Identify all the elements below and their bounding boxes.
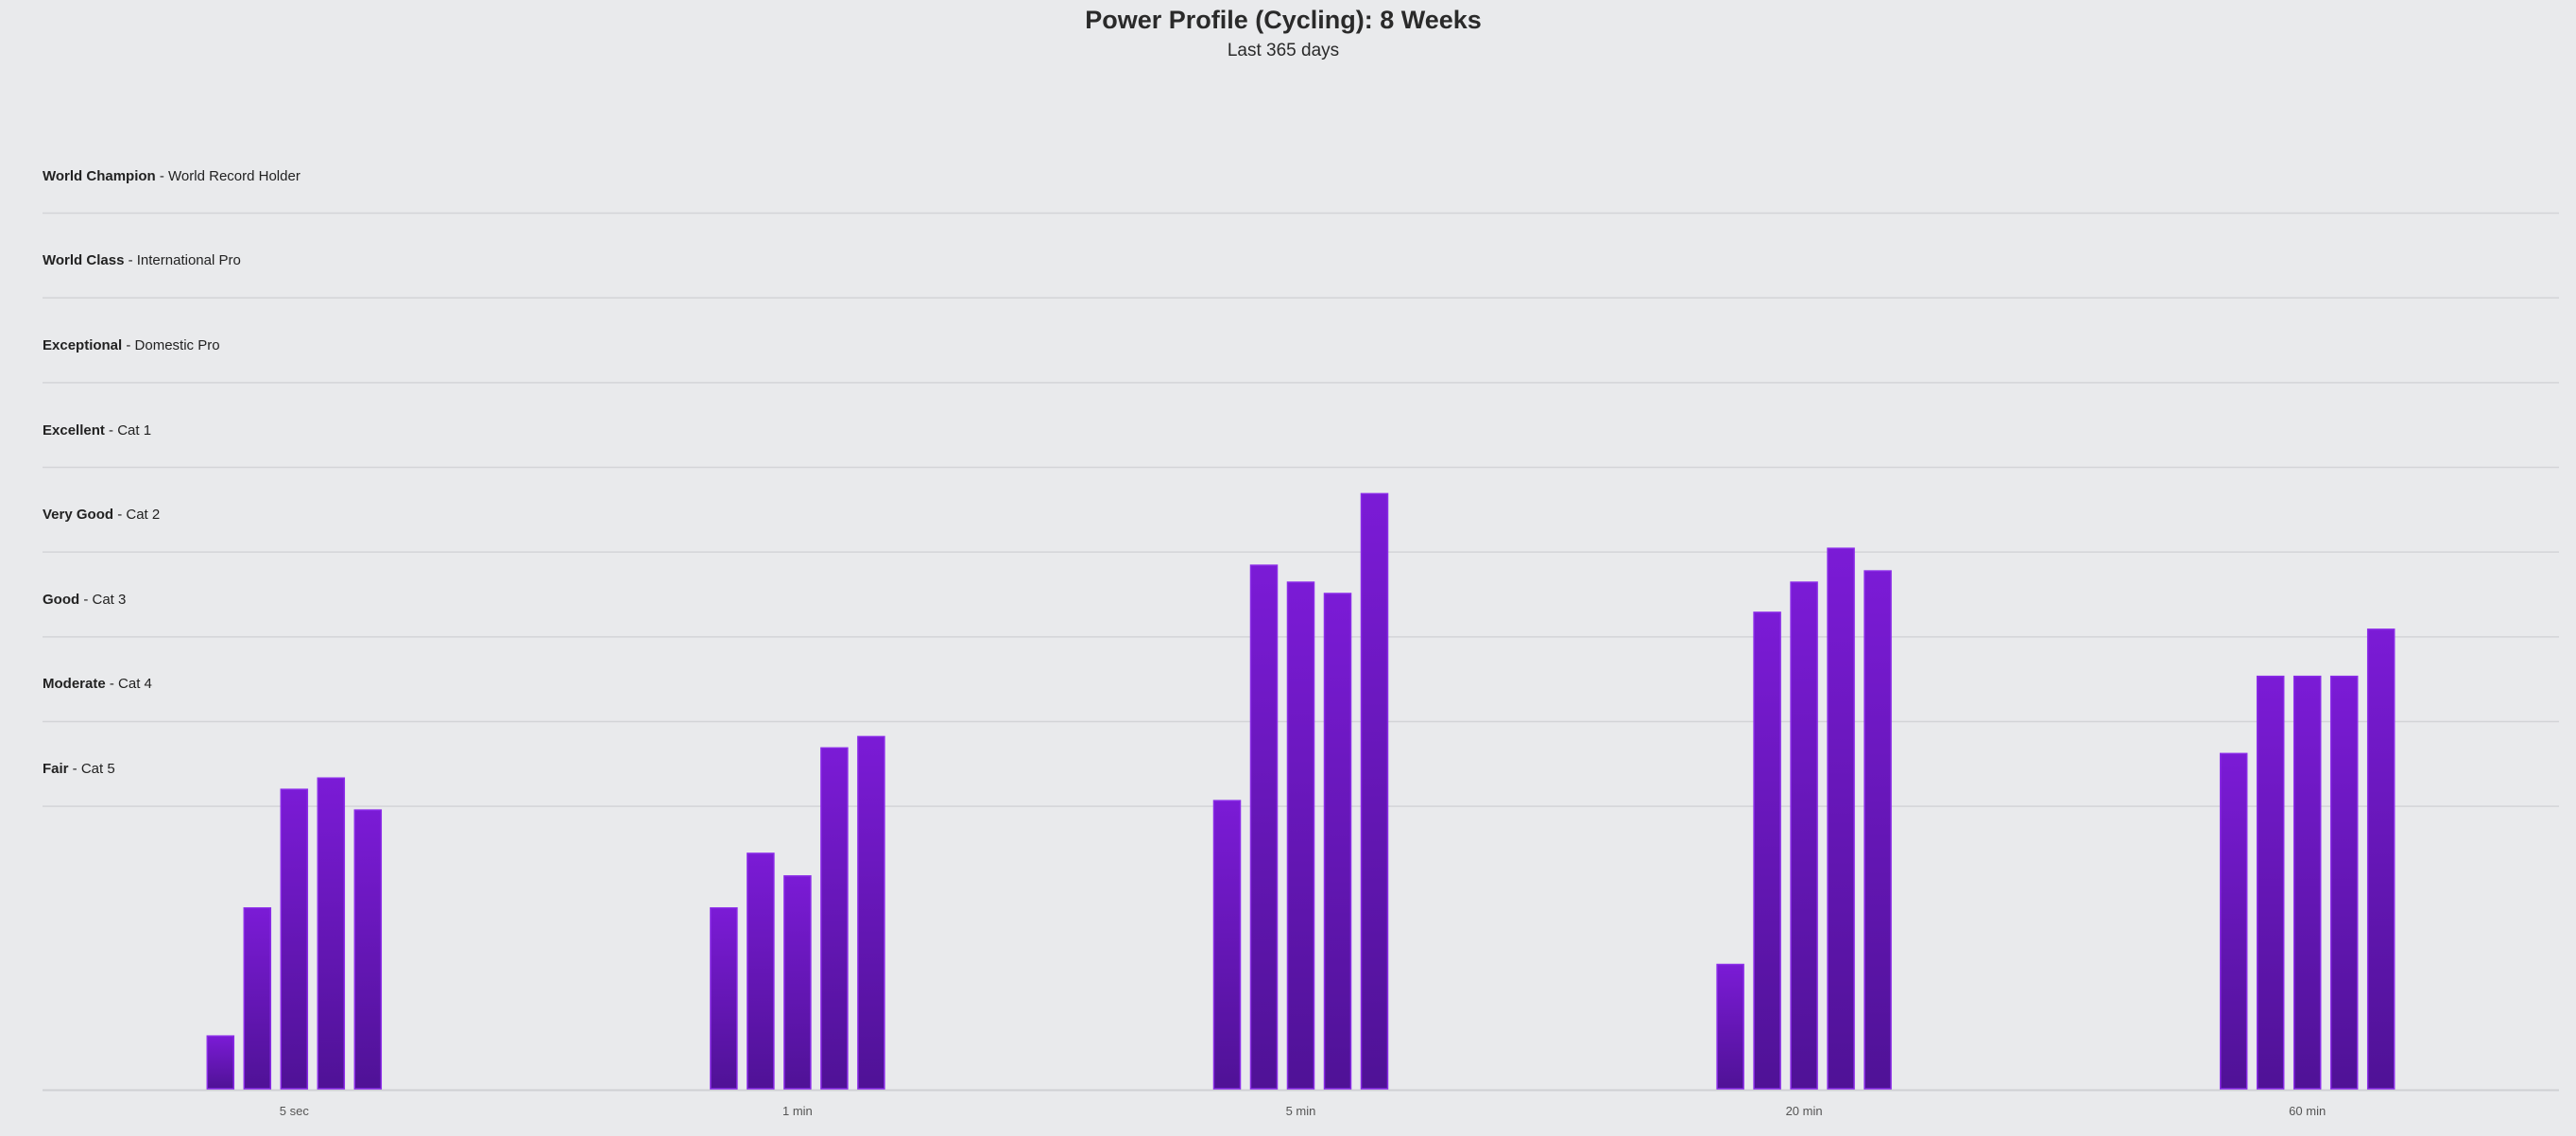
bar[interactable] [1716,963,1744,1090]
bar[interactable] [1753,611,1781,1090]
level-name: Moderate [43,676,106,693]
level-description: - International Pro [124,252,241,269]
level-label: Fair - Cat 5 [43,761,115,777]
x-tick-label: 5 min [1286,1104,1316,1118]
level-description: - Cat 5 [68,761,115,778]
bar[interactable] [1360,492,1389,1090]
bar[interactable] [1790,581,1818,1090]
bar[interactable] [280,788,309,1090]
bar[interactable] [2219,752,2248,1090]
level-name: Fair [43,761,69,778]
bar[interactable] [1863,570,1892,1090]
level-label: Good - Cat 3 [43,592,126,608]
level-label: Moderate - Cat 4 [43,676,152,692]
level-description: - Cat 4 [105,676,152,693]
x-axis-ticks: 5 sec 1 min 5 min 20 min 60 min [280,1104,2326,1118]
level-name: Exceptional [43,336,123,353]
bar[interactable] [243,906,272,1090]
bar[interactable] [1323,593,1352,1090]
bar[interactable] [353,809,383,1090]
bar[interactable] [2293,675,2322,1090]
bar[interactable] [1212,800,1242,1090]
level-label: Exceptional - Domestic Pro [43,337,220,353]
level-label: World Class - International Pro [43,252,241,268]
level-description: - Cat 2 [113,507,161,524]
level-label: World Champion - World Record Holder [43,168,301,184]
bar[interactable] [820,747,849,1090]
bar[interactable] [206,1035,235,1090]
bar[interactable] [1249,564,1279,1090]
bar[interactable] [783,875,812,1090]
bars [206,492,2396,1090]
level-description: - Domestic Pro [122,336,220,353]
level-name: World Class [43,252,125,269]
x-tick-label: 1 min [782,1104,813,1118]
level-description: - World Record Holder [155,167,301,184]
level-name: Good [43,591,80,608]
bar[interactable] [857,735,885,1090]
bar[interactable] [1286,581,1315,1090]
level-name: Excellent [43,422,105,439]
bar[interactable] [317,777,346,1090]
level-description: - Cat 3 [79,591,127,608]
bar[interactable] [710,906,738,1090]
x-tick-label: 20 min [1786,1104,1823,1118]
level-name: World Champion [43,167,156,184]
level-label: Very Good - Cat 2 [43,507,160,523]
x-tick-label: 60 min [2289,1104,2326,1118]
bar[interactable] [2366,628,2396,1090]
bar[interactable] [2256,675,2285,1090]
level-description: - Cat 1 [104,422,152,439]
level-name: Very Good [43,507,114,524]
chart-title: Power Profile (Cycling): 8 Weeks [1085,6,1482,34]
bar[interactable] [747,852,775,1090]
level-label: Excellent - Cat 1 [43,422,151,439]
bar[interactable] [2329,675,2359,1090]
bar[interactable] [1827,547,1855,1090]
x-tick-label: 5 sec [280,1104,310,1118]
chart-subtitle: Last 365 days [1227,41,1340,60]
